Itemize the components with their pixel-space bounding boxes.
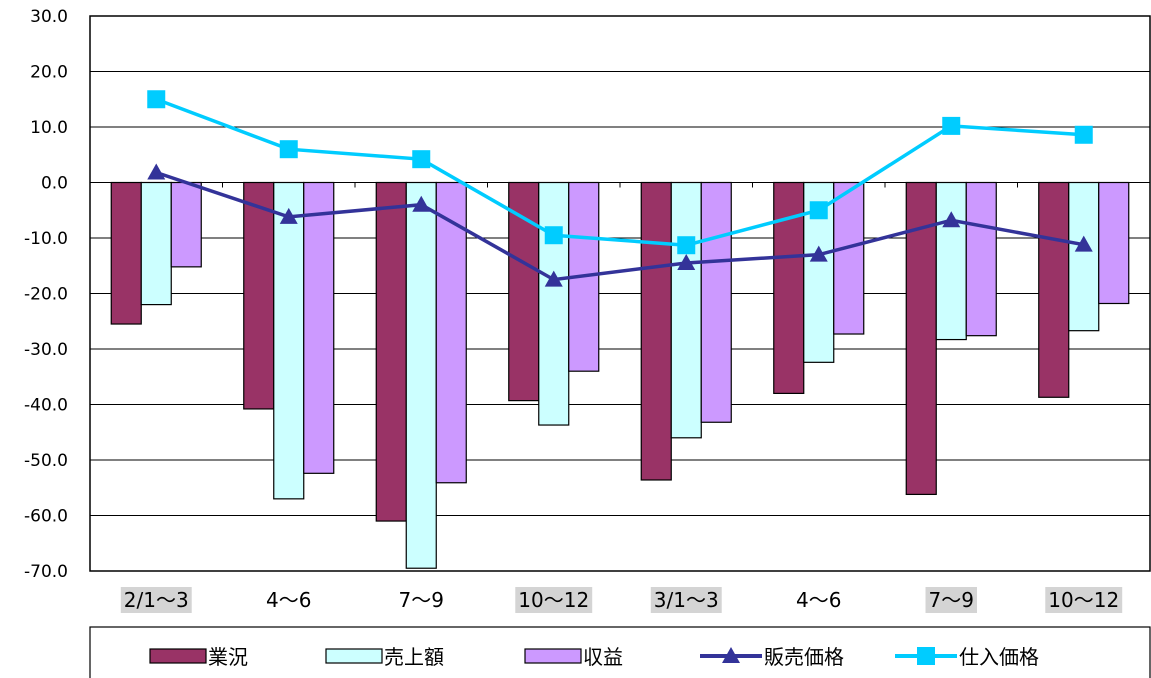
x-tick-label: 4～6 [796, 588, 841, 612]
point-仕入価格-4 [677, 236, 696, 255]
y-tick-label: 0.0 [41, 174, 68, 194]
y-tick-label: 20.0 [30, 63, 68, 83]
bar-業況-2 [375, 181, 407, 522]
line-販売価格 [155, 170, 1085, 282]
legend-label-収益: 収益 [583, 645, 623, 669]
bar-収益-7 [1098, 181, 1130, 305]
series-lines [147, 90, 1093, 287]
point-販売価格-0 [147, 163, 166, 180]
bar-業況-0 [110, 181, 142, 325]
point-仕入価格-1 [279, 140, 298, 159]
y-tick-label: -20.0 [24, 285, 68, 305]
bar-業況-3 [508, 181, 540, 402]
bar-収益-2 [435, 181, 467, 484]
bar-売上額-1 [273, 181, 305, 500]
legend: 業況 売上額 収益 販売価格 仕入価格 [89, 626, 1151, 678]
bar-売上額-7 [1068, 181, 1100, 332]
point-販売価格-4 [677, 253, 696, 270]
legend-swatch-売上額 [325, 648, 383, 664]
point-販売価格-5 [809, 245, 828, 262]
bar-収益-0 [170, 181, 202, 268]
point-仕入価格-7 [1074, 125, 1093, 144]
y-tick-label: -50.0 [24, 451, 68, 471]
point-販売価格-2 [412, 195, 431, 212]
y-tick-label: 30.0 [30, 7, 68, 27]
point-販売価格-6 [942, 211, 961, 228]
bar-売上額-3 [538, 181, 570, 426]
point-仕入価格-2 [412, 150, 431, 169]
x-tick-label: 7～9 [399, 588, 444, 612]
bar-収益-5 [833, 181, 865, 335]
point-仕入価格-6 [942, 116, 961, 135]
point-仕入価格-5 [809, 201, 828, 220]
bar-業況-6 [905, 181, 937, 496]
x-tick-highlight [515, 587, 593, 613]
point-仕入価格-3 [544, 226, 563, 245]
y-tick-label: -10.0 [24, 229, 68, 249]
bar-売上額-2 [405, 181, 437, 569]
x-tick-label: 3/1～3 [654, 588, 719, 612]
x-tick-label: 4～6 [266, 588, 311, 612]
y-tick-label: -70.0 [24, 562, 68, 582]
x-tick-label: 10～12 [1048, 588, 1119, 612]
x-axis: 2/1～3 4～6 7～9 10～12 3/1～3 4～6 7～9 10～12 [120, 182, 1123, 613]
bar-収益-4 [700, 181, 732, 423]
bar-売上額-4 [670, 181, 702, 439]
legend-swatch-収益 [524, 648, 582, 664]
bar-収益-6 [965, 181, 997, 337]
bar-業況-4 [640, 181, 672, 481]
bar-売上額-0 [140, 181, 172, 306]
x-tick-highlight [1045, 587, 1123, 613]
x-tick-highlight [120, 587, 192, 613]
bar-業況-1 [243, 181, 275, 410]
x-tick-label: 2/1～3 [124, 588, 189, 612]
plot-area [89, 15, 1151, 572]
point-販売価格-1 [279, 207, 298, 224]
y-tick-label: -60.0 [24, 507, 68, 527]
x-tick-highlight [925, 587, 977, 613]
point-販売価格-3 [544, 270, 563, 287]
line-仕入価格 [155, 97, 1084, 247]
y-tick-label: -40.0 [24, 396, 68, 416]
bar-業況-7 [1038, 181, 1070, 398]
x-tick-label: 7～9 [929, 588, 974, 612]
point-販売価格-7 [1074, 235, 1093, 252]
bar-収益-1 [303, 181, 335, 474]
x-tick-label: 10～12 [518, 588, 589, 612]
legend-label-業況: 業況 [208, 645, 248, 669]
legend-swatch-業況 [149, 648, 207, 664]
legend-label-売上額: 売上額 [384, 645, 444, 669]
legend-marker-仕入価格 [917, 647, 935, 665]
legend-box [89, 626, 1151, 678]
y-tick-label: -30.0 [24, 340, 68, 360]
y-axis: 30.0 20.0 10.0 0.0 -10.0 -20.0 -30.0 -40.0 -50.0… [24, 7, 68, 582]
legend-label-仕入価格: 仕入価格 [959, 645, 1039, 669]
y-tick-label: 10.0 [30, 118, 68, 138]
point-仕入価格-0 [147, 90, 166, 109]
x-tick-highlight [650, 587, 722, 613]
legend-marker-販売価格 [722, 647, 740, 663]
bar-売上額-6 [935, 181, 967, 341]
legend-label-販売価格: 販売価格 [764, 645, 844, 669]
